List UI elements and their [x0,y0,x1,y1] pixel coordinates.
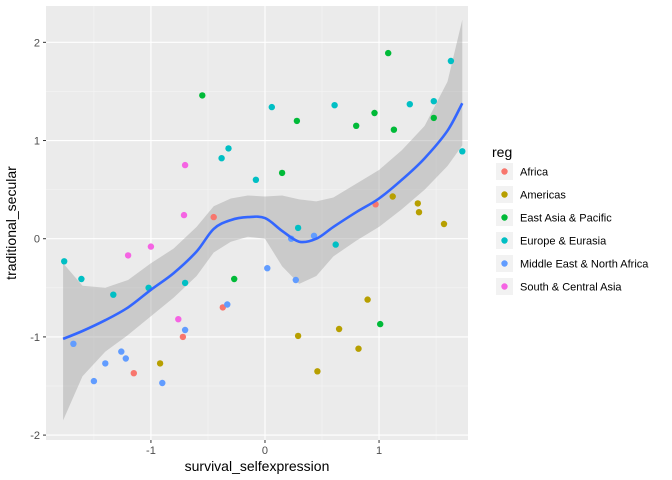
x-axis-title: survival_selfexpression [185,458,330,474]
x-tick-label: 1 [376,445,382,457]
data-point [264,265,271,272]
data-point [268,103,275,111]
data-point [292,276,299,284]
legend-marker [501,191,508,198]
legend-label: Middle East & North Africa [520,259,649,271]
smooth-trend-line [62,102,464,341]
legend-title: reg [492,144,512,160]
plot-panel [46,6,468,440]
data-point [124,252,132,259]
data-point [181,161,189,169]
confidence-ribbon-layer [63,19,463,421]
data-point [199,92,206,99]
data-point [364,296,371,303]
data-point [390,126,398,133]
data-point [175,316,182,323]
data-point [224,301,231,308]
legend-marker [501,168,508,175]
data-point [293,117,301,125]
legend-marker [501,283,508,290]
data-point [225,145,232,152]
legend-label: Europe & Eurasia [520,236,607,248]
legend-marker [501,260,508,267]
data-point [278,169,286,177]
legend-label: East Asia & Pacific [520,213,612,225]
data-point [180,211,188,219]
data-point [218,155,225,162]
data-point [294,332,302,340]
y-tick-label: 2 [34,37,40,49]
data-point [147,243,155,250]
data-point [122,355,129,362]
data-point [159,379,166,387]
smooth-line-layer [62,102,464,341]
data-point [385,49,392,57]
x-axis: -1 0 1 [146,440,382,457]
data-point [179,333,187,341]
data-point [130,370,137,377]
minor-gridlines [46,6,468,440]
data-point [294,224,302,232]
data-point [90,377,98,385]
x-tick-label: -1 [146,445,156,457]
data-point [314,368,321,375]
y-axis: -2 -1 0 1 2 [30,37,46,442]
data-point [231,275,238,283]
y-tick-label: -2 [30,430,40,442]
data-point [459,148,466,155]
data-point [252,176,260,183]
y-tick-label: 1 [34,136,40,148]
legend-marker [501,214,508,221]
data-point [210,213,217,221]
data-point [102,360,109,367]
data-point [406,101,413,108]
data-point [430,114,437,122]
y-tick-label: 0 [34,234,40,246]
data-point [181,279,189,287]
legend: reg Africa Americas East Asia & Pacific Eur… [492,144,649,295]
legend-label: South & Central Asia [520,282,622,294]
data-point [156,360,164,367]
data-point [332,241,339,248]
confidence-band [63,19,463,421]
data-point [414,200,421,207]
data-point [60,258,68,265]
data-point [310,232,318,239]
data-point [371,109,378,117]
y-tick-label: -1 [30,332,40,344]
legend-label: Americas [520,190,566,202]
y-axis-title: traditional_secular [3,166,19,280]
x-tick-label: 0 [262,445,268,457]
legend-marker [501,237,508,244]
data-point [430,98,437,105]
data-point [181,326,189,334]
data-point [118,348,125,355]
data-point [70,340,77,347]
data-point [440,220,448,228]
data-point [355,345,362,352]
data-point [78,275,85,283]
major-gridlines [46,6,468,440]
data-point [353,122,360,129]
data-point [389,193,396,200]
data-point [377,320,384,328]
points-layer [60,49,466,387]
data-point [335,325,343,333]
legend-label: Africa [520,167,549,179]
data-point [415,209,423,216]
data-point [110,291,117,298]
data-point [447,57,455,65]
data-point [331,102,338,109]
